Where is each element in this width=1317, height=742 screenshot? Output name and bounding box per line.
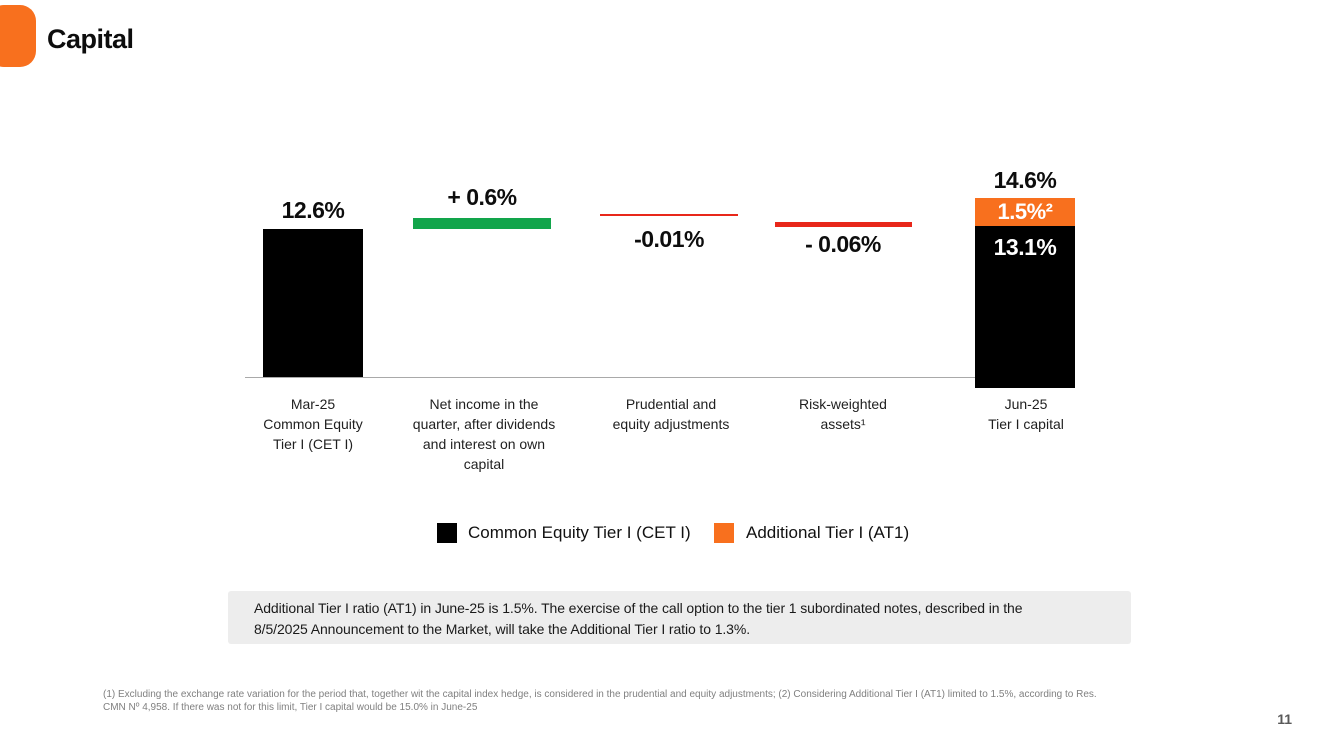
category-label-jun25-tier1: Jun-25 Tier I capital (988, 396, 1064, 432)
category-label-net-income: Net income in the quarter, after dividen… (412, 396, 556, 472)
footnote-text: (1) Excluding the exchange rate variatio… (103, 689, 1097, 713)
legend-swatch-cet1 (437, 523, 457, 543)
legend-swatch-at1 (714, 523, 734, 543)
value-label-mar25-cet1: 12.6% (281, 197, 345, 223)
category-label-risk-weighted-assets: Risk-weighted assets¹ (799, 396, 887, 432)
bar-mar25-cet1 (263, 229, 363, 377)
legend-label-at1: Additional Tier I (AT1) (746, 523, 910, 542)
segment-label-cet1: 13.1% (993, 234, 1057, 260)
bar-prudential-adjustments (600, 214, 738, 216)
value-label-jun25-total: 14.6% (993, 167, 1057, 193)
bar-net-income (413, 218, 551, 229)
category-label-prudential-adjustments: Prudential and equity adjustments (612, 396, 730, 432)
segment-label-at1: 1.5%² (997, 199, 1053, 224)
bar-risk-weighted-assets (775, 222, 912, 227)
page-number: 11 (1277, 711, 1292, 727)
bar-jun25-cet1-segment: 13.1% (975, 226, 1075, 388)
brand-logo (0, 5, 36, 67)
value-label-risk-weighted-assets: - 0.06% (805, 231, 881, 257)
category-label-mar25-cet1: Mar-25 Common Equity Tier I (CET I) (263, 396, 363, 452)
callout-box: Additional Tier I ratio (AT1) in June-25… (228, 591, 1131, 644)
value-label-net-income: + 0.6% (447, 184, 517, 210)
callout-text: Additional Tier I ratio (AT1) in June-25… (254, 600, 1023, 637)
legend-label-cet1: Common Equity Tier I (CET I) (468, 523, 691, 542)
chart-baseline (245, 377, 1075, 378)
slide-title: Capital (47, 24, 134, 54)
bar-jun25-at1-segment: 1.5%² (975, 198, 1075, 226)
value-label-prudential-adjustments: -0.01% (634, 226, 704, 252)
